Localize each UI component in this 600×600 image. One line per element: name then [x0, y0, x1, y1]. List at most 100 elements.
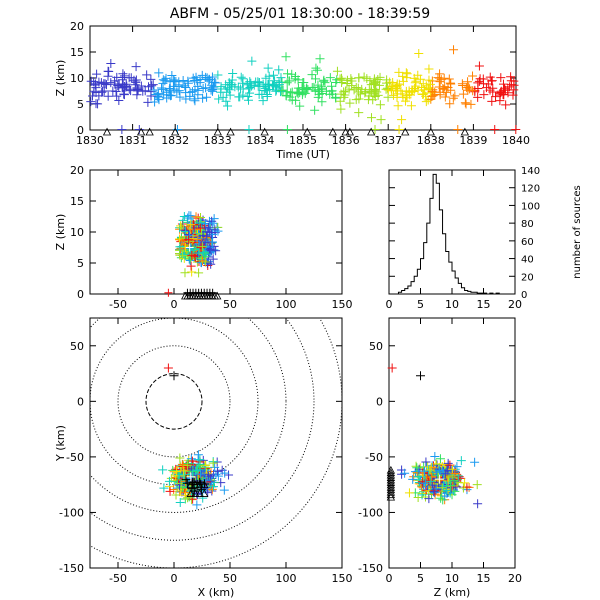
- z-y-white-marker: [434, 474, 444, 484]
- plan-outlier: [163, 363, 173, 373]
- z-y-source: [440, 459, 450, 469]
- x-tick-label: 150: [332, 572, 353, 585]
- time-height-source: [175, 92, 185, 102]
- z-y-source: [449, 476, 459, 486]
- time-height-source: [463, 77, 473, 87]
- time-height-source: [369, 84, 379, 94]
- ground-source: [453, 124, 463, 134]
- time-height-panel: 1830 1831 1832 1833 1834 1835 1836 1837 1838 1839…: [54, 20, 530, 161]
- z-y-source: [440, 491, 450, 501]
- station-triangle: [366, 127, 376, 136]
- y-tick-label: -50: [365, 451, 383, 464]
- y-tick-label: 0: [77, 395, 84, 408]
- time-height-source: [180, 81, 190, 91]
- station-triangle: [145, 127, 154, 136]
- x-z-source: [185, 254, 195, 264]
- time-height-source: [157, 83, 167, 93]
- y-tick-label: 100: [521, 201, 540, 212]
- time-height-source: [331, 77, 341, 87]
- x-z-source: [187, 250, 197, 260]
- time-height-source: [285, 92, 295, 102]
- station-triangle: [460, 127, 470, 136]
- time-height-source: [216, 82, 226, 92]
- time-height-source: [331, 92, 341, 102]
- time-height-source: [365, 76, 375, 86]
- time-height-source: [313, 92, 323, 102]
- x-tick-label: 0: [171, 298, 178, 311]
- time-height-source: [213, 70, 223, 80]
- time-height-source: [160, 76, 170, 86]
- time-height-source: [287, 87, 297, 97]
- time-height-source: [235, 92, 245, 102]
- time-height-source: [439, 73, 449, 83]
- y-tick-label: 15: [70, 195, 84, 208]
- plan-source: [201, 475, 211, 485]
- time-height-source: [466, 99, 476, 109]
- x-z-panel: -50 0 50 100 150 0 5 10 15 20 Z (km): [54, 164, 353, 311]
- z-y-source: [427, 480, 437, 490]
- time-height-source: [424, 64, 434, 74]
- time-height-source: [321, 86, 331, 96]
- time-height-source: [435, 90, 445, 100]
- time-height-source: [293, 83, 303, 93]
- x-tick-label: 0: [386, 572, 393, 585]
- time-height-source: [414, 49, 424, 59]
- z-y-source: [446, 480, 456, 490]
- time-height-source: [444, 74, 454, 84]
- x-tick-label: 5: [417, 298, 424, 311]
- y-tick-label: 50: [70, 340, 84, 353]
- y-tick-label: 20: [521, 272, 534, 283]
- time-height-source: [190, 96, 200, 106]
- x-z-source: [200, 252, 210, 262]
- time-height-source: [218, 92, 228, 102]
- plan-source: [183, 493, 193, 503]
- range-ring: [90, 318, 259, 486]
- z-y-source: [421, 457, 431, 467]
- time-height-source: [485, 72, 495, 82]
- time-height-source: [295, 88, 305, 98]
- time-height-source: [319, 75, 329, 85]
- plan-station-triangle: [186, 480, 195, 489]
- x-z-source: [178, 250, 188, 260]
- plan-source-dark: [181, 475, 191, 485]
- z-y-source: [417, 490, 427, 500]
- time-height-source: [146, 91, 156, 101]
- plan-station-triangle: [200, 480, 209, 489]
- time-height-source: [150, 97, 160, 107]
- y-tick-label: 20: [70, 164, 84, 177]
- time-height-source: [238, 84, 248, 94]
- time-height-source: [132, 83, 142, 93]
- time-height-source: [393, 101, 403, 111]
- time-height-source: [366, 80, 376, 90]
- time-height-source: [448, 93, 458, 103]
- time-height-source: [119, 90, 129, 100]
- time-height-source: [313, 80, 323, 90]
- x-z-source: [180, 268, 190, 278]
- z-y-source: [430, 452, 440, 462]
- station-triangle: [426, 127, 435, 136]
- z-y-source: [450, 469, 460, 479]
- z-y-source: [450, 486, 460, 496]
- time-height-source: [121, 79, 131, 89]
- x-z-source: [176, 221, 186, 231]
- time-height-source: [202, 92, 212, 102]
- x-z-source: [175, 242, 185, 252]
- time-height-source: [146, 74, 156, 84]
- plan-source: [175, 453, 185, 463]
- plan-source: [187, 456, 197, 466]
- time-height-source: [147, 81, 157, 91]
- plan-white-marker: [186, 472, 196, 482]
- time-height-source: [112, 91, 122, 101]
- x-tick-label: 1838: [417, 134, 445, 147]
- x-z-source: [188, 234, 198, 244]
- time-height-source: [360, 88, 370, 98]
- time-height-source: [291, 72, 301, 82]
- z-y-panel: 0 5 10 15 20 -150 -100 -50 0 50 Z (km): [358, 317, 522, 599]
- plan-view-plot-area: [90, 318, 342, 568]
- time-height-source: [506, 72, 516, 82]
- z-y-station-triangle: [386, 492, 396, 501]
- plan-source: [210, 462, 220, 472]
- x-axis-label: Time (UT): [275, 148, 330, 161]
- z-y-source: [462, 482, 472, 492]
